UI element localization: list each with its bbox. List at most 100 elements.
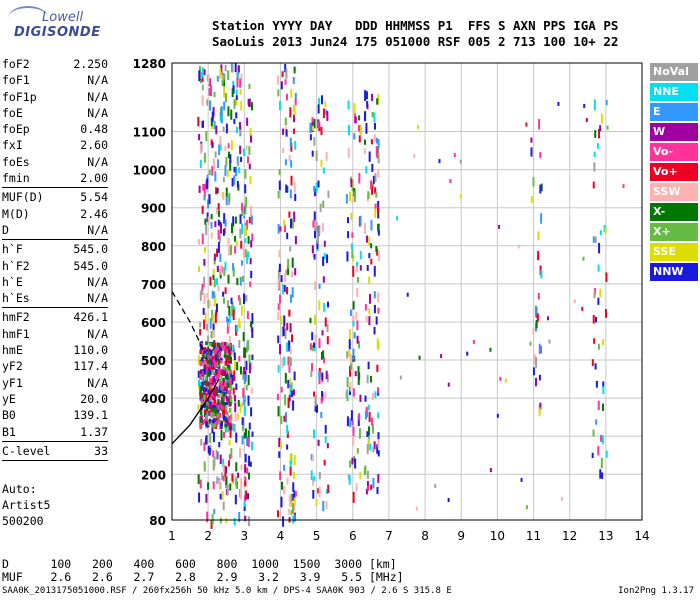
echo-point: [294, 140, 297, 150]
echo-point: [217, 416, 221, 422]
echo-point: [286, 444, 289, 450]
echo-point: [239, 145, 242, 155]
echo-point: [222, 458, 225, 467]
echo-point: [201, 95, 204, 107]
legend-item-vo-: Vo-: [650, 143, 698, 161]
echo-point: [277, 224, 280, 234]
echo-point: [539, 402, 542, 410]
echo-point: [277, 89, 280, 97]
echo-point: [250, 270, 253, 279]
echo-point: [277, 269, 280, 281]
echo-point: [238, 512, 241, 522]
echo-point: [350, 212, 353, 220]
echo-point: [220, 360, 223, 364]
echo-point: [219, 454, 222, 465]
echo-point: [197, 404, 200, 411]
echo-point: [366, 374, 369, 384]
echo-point: [243, 347, 246, 358]
echo-point: [353, 133, 356, 140]
echo-point: [228, 192, 231, 202]
echo-point: [201, 419, 204, 425]
echo-point: [203, 69, 206, 76]
x-tick-label: 9: [457, 529, 465, 543]
echo-point: [227, 143, 230, 149]
echo-point: [537, 250, 540, 261]
echo-point: [216, 342, 220, 348]
echo-point: [539, 151, 542, 158]
echo-point: [217, 399, 220, 404]
echo-point: [221, 491, 224, 500]
echo-point: [354, 191, 357, 202]
echo-point: [233, 424, 236, 432]
x-tick-label: 5: [313, 529, 321, 543]
echo-point: [244, 347, 247, 358]
echo-point: [322, 167, 325, 174]
echo-point: [213, 91, 216, 98]
echo-point: [210, 117, 213, 127]
echo-point: [247, 493, 250, 500]
echo-point: [205, 421, 208, 427]
echo-point: [354, 116, 357, 124]
echo-point: [203, 367, 207, 374]
echo-point: [227, 360, 231, 364]
echo-point: [236, 180, 239, 188]
echo-point: [217, 364, 221, 371]
echo-point: [213, 373, 217, 377]
echo-point: [243, 374, 246, 384]
echo-point: [212, 314, 215, 324]
echo-point: [199, 416, 203, 423]
echo-point: [540, 269, 543, 279]
echo-point: [208, 88, 211, 96]
echo-point: [286, 342, 289, 352]
echo-point: [202, 419, 206, 424]
echo-point: [231, 423, 234, 431]
echo-point: [225, 476, 228, 485]
echo-point: [290, 390, 293, 397]
echo-point: [202, 404, 206, 408]
echo-point: [234, 246, 237, 254]
echo-point: [244, 453, 247, 463]
echo-point: [223, 354, 227, 358]
echo-point: [199, 369, 203, 375]
y-tick-label: 700: [141, 278, 166, 292]
echo-point: [228, 376, 232, 380]
echo-point: [539, 184, 542, 194]
echo-point: [226, 326, 229, 334]
param-name: hmF2: [2, 310, 30, 325]
echo-point: [314, 395, 317, 407]
echo-point: [205, 405, 209, 412]
echo-point: [230, 223, 233, 234]
echo-point: [573, 299, 576, 304]
echo-point: [228, 379, 232, 384]
echo-point: [285, 129, 288, 137]
echo-point: [247, 99, 250, 105]
echo-point: [538, 407, 541, 417]
echo-point: [222, 192, 225, 200]
echo-point: [313, 137, 316, 146]
echo-point: [365, 91, 368, 100]
echo-point: [206, 403, 210, 408]
echo-point: [530, 137, 533, 143]
echo-point: [209, 276, 212, 286]
echo-point: [346, 217, 349, 224]
echo-point: [212, 322, 215, 332]
echo-point: [459, 194, 462, 199]
echo-point: [593, 291, 596, 299]
echo-point: [224, 65, 227, 72]
echo-point: [213, 399, 217, 404]
echo-point: [220, 264, 223, 275]
echo-point: [213, 291, 216, 299]
parameter-panel: foF2 2.250 foF1 N/A foF1p N/A foE N/A foEp 0.48 fx…: [2, 56, 108, 462]
echo-point: [348, 339, 351, 350]
echo-point: [247, 236, 250, 244]
echo-point: [223, 73, 226, 80]
echo-point: [200, 385, 203, 392]
echo-point: [318, 283, 321, 289]
echo-point: [251, 354, 254, 360]
echo-point: [366, 470, 369, 479]
echo-point: [324, 317, 327, 327]
echo-point: [199, 394, 203, 401]
param-value: 5.54: [80, 190, 108, 205]
echo-point: [377, 201, 380, 212]
echo-point: [213, 158, 216, 170]
